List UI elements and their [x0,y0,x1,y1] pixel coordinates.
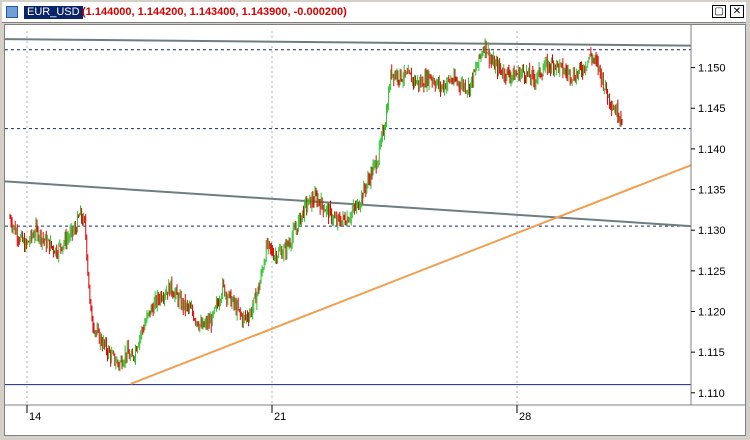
price-chart-canvas: 1.150 1.145 1.140 1.135 1.130 1.125 1.120 1.115… [5,25,745,423]
minimize-icon[interactable]: ▢ [712,5,726,18]
y-tick-label-3: 1.135 [698,185,726,197]
chart-window-icon [6,6,18,18]
y-tick-label-2: 1.140 [698,144,726,156]
close-icon[interactable]: ✕ [730,5,744,18]
price-chart: 1.150 1.145 1.140 1.135 1.130 1.125 1.120 1.115… [4,24,746,436]
chart-quote: (1.144000, 1.144200, 1.143400, 1.143900,… [82,6,347,18]
channel-line-0 [5,38,692,47]
y-tick-label-7: 1.115 [698,347,725,359]
x-tick-label-1: 21 [274,411,286,423]
y-tick-label-8: 1.110 [698,388,725,400]
chart-symbol: EUR_USD [24,6,83,19]
y-tick-label-4: 1.130 [698,225,726,237]
x-tick-label-2: 28 [519,411,531,423]
chart-titlebar[interactable]: EUR_USD (1.144000, 1.144200, 1.143400, 1… [2,2,746,23]
y-tick-label-6: 1.120 [698,307,726,319]
channel-line-1 [5,180,692,228]
y-tick-label-1: 1.145 [698,103,726,115]
support-trendline [130,164,692,385]
y-tick-label-0: 1.150 [698,63,726,75]
y-tick-label-5: 1.125 [698,266,726,278]
x-tick-label-0: 14 [29,411,41,423]
